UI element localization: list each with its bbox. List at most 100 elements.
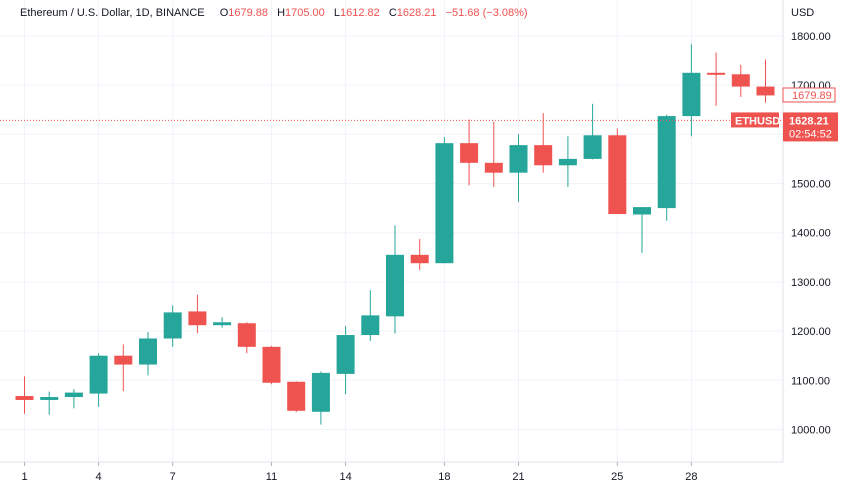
- candle-body: [287, 381, 306, 411]
- open-value: 1679.88: [228, 7, 268, 19]
- candle-day-10[interactable]: [237, 322, 256, 354]
- chart-legend: Ethereum / U.S. Dollar, 1D, BINANCE O167…: [20, 7, 528, 19]
- time-tick-label: 11: [266, 471, 277, 483]
- high-value: 1705.00: [285, 7, 325, 19]
- candle-body: [583, 135, 602, 159]
- candle-body: [410, 254, 429, 264]
- candle-body: [213, 322, 232, 326]
- candle-day-9[interactable]: [213, 317, 232, 328]
- candle-day-11[interactable]: [262, 345, 281, 385]
- last-close-price-label: 1679.89: [782, 87, 836, 103]
- candle-day-19[interactable]: [460, 119, 479, 186]
- ticker-badge-box: [731, 112, 779, 128]
- high-label: H: [277, 7, 285, 19]
- candle-day-28[interactable]: [682, 44, 701, 137]
- candle-day-18[interactable]: [435, 137, 454, 264]
- candle-body: [15, 396, 34, 400]
- candle-body: [188, 311, 207, 326]
- candle-body: [534, 145, 553, 166]
- candle-body: [707, 72, 726, 75]
- candles-group: [15, 44, 775, 425]
- current-price-label: 1628.21 02:54:52: [783, 112, 838, 142]
- price-tick-label: 1100.00: [791, 375, 830, 387]
- candle-body: [509, 145, 528, 173]
- symbol-description: Ethereum / U.S. Dollar, 1D, BINANCE: [20, 7, 205, 19]
- candle-day-3[interactable]: [64, 389, 83, 409]
- price-tick-label: 1200.00: [791, 326, 831, 338]
- candle-day-30[interactable]: [731, 64, 750, 97]
- candle-body: [756, 86, 775, 96]
- ticker-badge: ETHUSD: [731, 112, 780, 128]
- ticker-badge-text: ETHUSD: [735, 115, 780, 127]
- current-price-value: 1628.21: [789, 115, 829, 127]
- candle-body: [139, 338, 157, 365]
- candle-body: [89, 355, 108, 394]
- close-label: C: [389, 7, 397, 19]
- time-tick-label: 25: [611, 471, 623, 483]
- candle-day-5[interactable]: [114, 344, 133, 392]
- candle-body: [336, 335, 355, 374]
- countdown-timer: 02:54:52: [789, 128, 832, 140]
- price-tick-label: 1000.00: [791, 425, 831, 437]
- candle-body: [558, 158, 577, 166]
- candle-day-15[interactable]: [361, 290, 380, 341]
- candle-day-27[interactable]: [657, 114, 676, 221]
- candle-body: [262, 346, 281, 383]
- low-label: L: [334, 7, 340, 19]
- candle-day-1[interactable]: [15, 376, 34, 414]
- candle-day-21[interactable]: [509, 134, 528, 202]
- candle-day-22[interactable]: [534, 113, 553, 173]
- change-value: −51.68 (−3.08%): [446, 7, 528, 19]
- candle-body: [40, 397, 59, 400]
- time-tick-label: 4: [96, 471, 102, 483]
- candle-day-2[interactable]: [40, 391, 59, 415]
- candle-day-6[interactable]: [139, 332, 157, 376]
- time-tick-label: 1: [21, 471, 27, 483]
- candle-body: [435, 143, 454, 264]
- last-close-label-box: [782, 87, 836, 103]
- candle-day-29[interactable]: [707, 52, 726, 106]
- candle-day-7[interactable]: [163, 305, 182, 347]
- candle-body: [633, 207, 651, 215]
- candle-day-23[interactable]: [558, 136, 577, 187]
- candle-day-4[interactable]: [89, 353, 108, 407]
- price-tick-label: 1800.00: [791, 31, 831, 43]
- candle-day-13[interactable]: [311, 371, 330, 425]
- currency-label: USD: [791, 7, 814, 19]
- close-value: 1628.21: [397, 7, 437, 19]
- time-tick-label: 7: [170, 471, 176, 483]
- candle-body: [114, 355, 133, 365]
- candle-day-26[interactable]: [633, 207, 651, 253]
- candle-day-20[interactable]: [484, 121, 503, 187]
- low-value: 1612.82: [340, 7, 380, 19]
- candle-day-16[interactable]: [386, 225, 404, 334]
- candle-day-25[interactable]: [608, 128, 627, 215]
- candle-body: [682, 72, 701, 117]
- candle-day-31[interactable]: [756, 59, 775, 103]
- time-tick-label: 21: [512, 471, 524, 483]
- grid-lines: [0, 0, 783, 462]
- candle-body: [460, 143, 479, 163]
- time-tick-label: 18: [438, 471, 450, 483]
- candle-body: [484, 162, 503, 173]
- candle-body: [386, 254, 404, 317]
- time-tick-label: 14: [339, 471, 351, 483]
- candle-body: [311, 372, 330, 412]
- candle-body: [237, 323, 256, 347]
- open-label: O: [220, 7, 229, 19]
- candle-day-12[interactable]: [287, 381, 306, 413]
- candle-body: [163, 312, 182, 339]
- candle-body: [657, 116, 676, 209]
- candle-body: [731, 74, 750, 87]
- candle-day-14[interactable]: [336, 326, 355, 395]
- time-axis[interactable]: 1 4 7 11 14 18 21 25 28: [21, 462, 698, 483]
- time-tick-label: 28: [685, 471, 697, 483]
- candle-day-24[interactable]: [583, 103, 602, 160]
- candle-body: [361, 315, 380, 336]
- candle-day-8[interactable]: [188, 294, 207, 334]
- candle-day-17[interactable]: [410, 239, 429, 271]
- price-tick-label: 1300.00: [791, 277, 831, 289]
- current-price-label-box: [783, 112, 838, 142]
- price-tick-label: 1400.00: [791, 228, 831, 240]
